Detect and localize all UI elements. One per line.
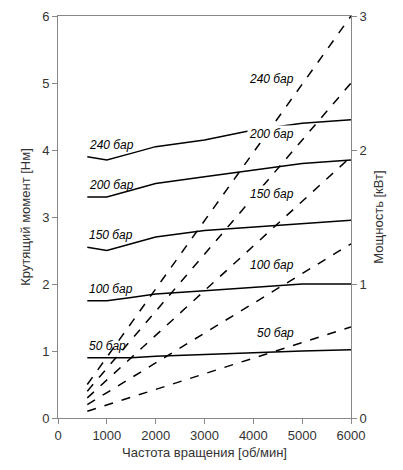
svg-text:1: 1 <box>42 344 49 359</box>
svg-text:50 бар: 50 бар <box>257 326 294 340</box>
svg-text:4000: 4000 <box>239 428 268 443</box>
svg-text:3: 3 <box>42 210 49 225</box>
svg-text:Мощность [кВт]: Мощность [кВт] <box>371 170 386 263</box>
svg-text:3: 3 <box>360 9 367 24</box>
svg-text:50 бар: 50 бар <box>89 339 126 353</box>
svg-text:0: 0 <box>54 428 61 443</box>
svg-text:240 бар: 240 бар <box>249 72 294 86</box>
svg-text:5000: 5000 <box>288 428 317 443</box>
svg-text:6000: 6000 <box>337 428 366 443</box>
svg-text:1000: 1000 <box>92 428 121 443</box>
svg-text:240 бар: 240 бар <box>89 138 134 152</box>
svg-text:Крутящий момент [Нм]: Крутящий момент [Нм] <box>18 148 33 286</box>
svg-text:1: 1 <box>360 277 367 292</box>
svg-text:6: 6 <box>42 9 49 24</box>
svg-text:2: 2 <box>360 143 367 158</box>
svg-text:2000: 2000 <box>141 428 170 443</box>
svg-text:4: 4 <box>42 143 49 158</box>
svg-text:2: 2 <box>42 277 49 292</box>
svg-text:Частота вращения [об/мин]: Частота вращения [об/мин] <box>122 445 287 460</box>
svg-text:100 бар: 100 бар <box>89 282 133 296</box>
svg-text:3000: 3000 <box>190 428 219 443</box>
svg-text:150 бар: 150 бар <box>89 228 133 242</box>
svg-text:200 бар: 200 бар <box>249 127 294 141</box>
svg-text:0: 0 <box>360 411 367 426</box>
svg-text:0: 0 <box>42 411 49 426</box>
svg-text:100 бар: 100 бар <box>250 258 294 272</box>
svg-text:200 бар: 200 бар <box>89 178 134 192</box>
svg-text:5: 5 <box>42 76 49 91</box>
svg-text:150 бар: 150 бар <box>250 187 294 201</box>
